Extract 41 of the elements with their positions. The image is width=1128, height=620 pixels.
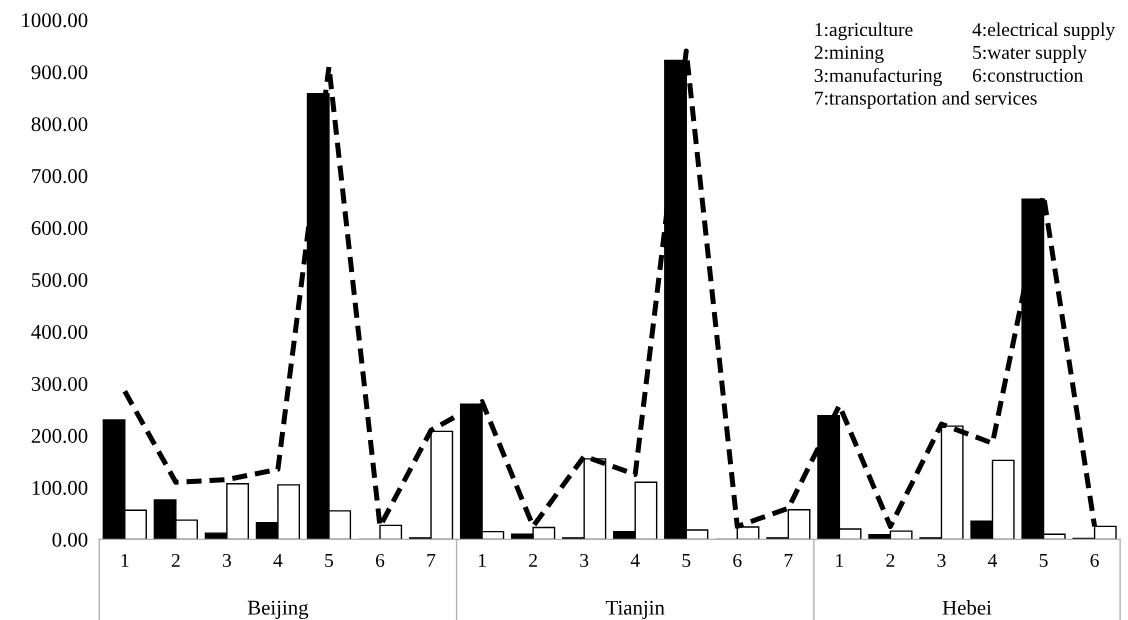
text: Hebei — [942, 600, 992, 615]
y-tick-label: 300.00 — [31, 376, 88, 392]
y-tick-label: 1000.00 — [22, 13, 88, 28]
x-tick-label: 3 — [937, 553, 946, 567]
x-tick-label: 4 — [630, 553, 640, 567]
annotation: 7:transportation and services — [815, 91, 1037, 109]
x-tick-label: 7 — [427, 554, 436, 567]
x-tick-label: 5 — [682, 554, 691, 567]
y-tick-label: 200.00 — [31, 428, 88, 444]
text: Beijing — [247, 600, 309, 619]
x-tick-label: 1 — [121, 553, 129, 567]
x-tick-label: 2 — [886, 553, 895, 567]
x-tick-label: 2 — [171, 553, 180, 567]
y-tick-label: 700.00 — [32, 169, 88, 184]
x-tick-label: 6 — [1090, 553, 1099, 567]
annotation: 4:electrical supply — [972, 22, 1116, 41]
x-tick-label: 1 — [836, 553, 844, 567]
annotation: 3:manufacturing — [814, 68, 942, 87]
annotation: 6:construction — [972, 68, 1084, 82]
x-tick-label: 6 — [375, 553, 385, 567]
annotation: 2:mining — [814, 45, 884, 63]
y-tick-label: 400.00 — [31, 324, 88, 340]
annotation: 5:water supply — [973, 45, 1088, 63]
y-tick-label: 900.00 — [31, 65, 88, 80]
x-tick-label: 7 — [784, 554, 793, 567]
x-tick-label: 2 — [529, 553, 537, 567]
annotation: 1:agriculture — [815, 22, 913, 41]
x-tick-label: 1 — [478, 553, 486, 567]
y-tick-label: 100.00 — [32, 480, 88, 495]
x-tick-label: 5 — [1039, 554, 1048, 567]
y-tick-label: 600.00 — [31, 221, 88, 236]
y-tick-label: 500.00 — [32, 272, 88, 288]
x-tick-label: 6 — [733, 553, 742, 567]
x-tick-label: 4 — [273, 553, 283, 567]
text: Tianjin — [605, 600, 665, 619]
x-tick-label: 4 — [988, 553, 998, 567]
y-tick-label: 0.00 — [52, 532, 88, 547]
x-tick-label: 5 — [325, 554, 334, 567]
y-tick-label: 800.00 — [31, 117, 88, 132]
x-tick-label: 3 — [222, 553, 231, 567]
x-tick-label: 3 — [580, 553, 589, 567]
